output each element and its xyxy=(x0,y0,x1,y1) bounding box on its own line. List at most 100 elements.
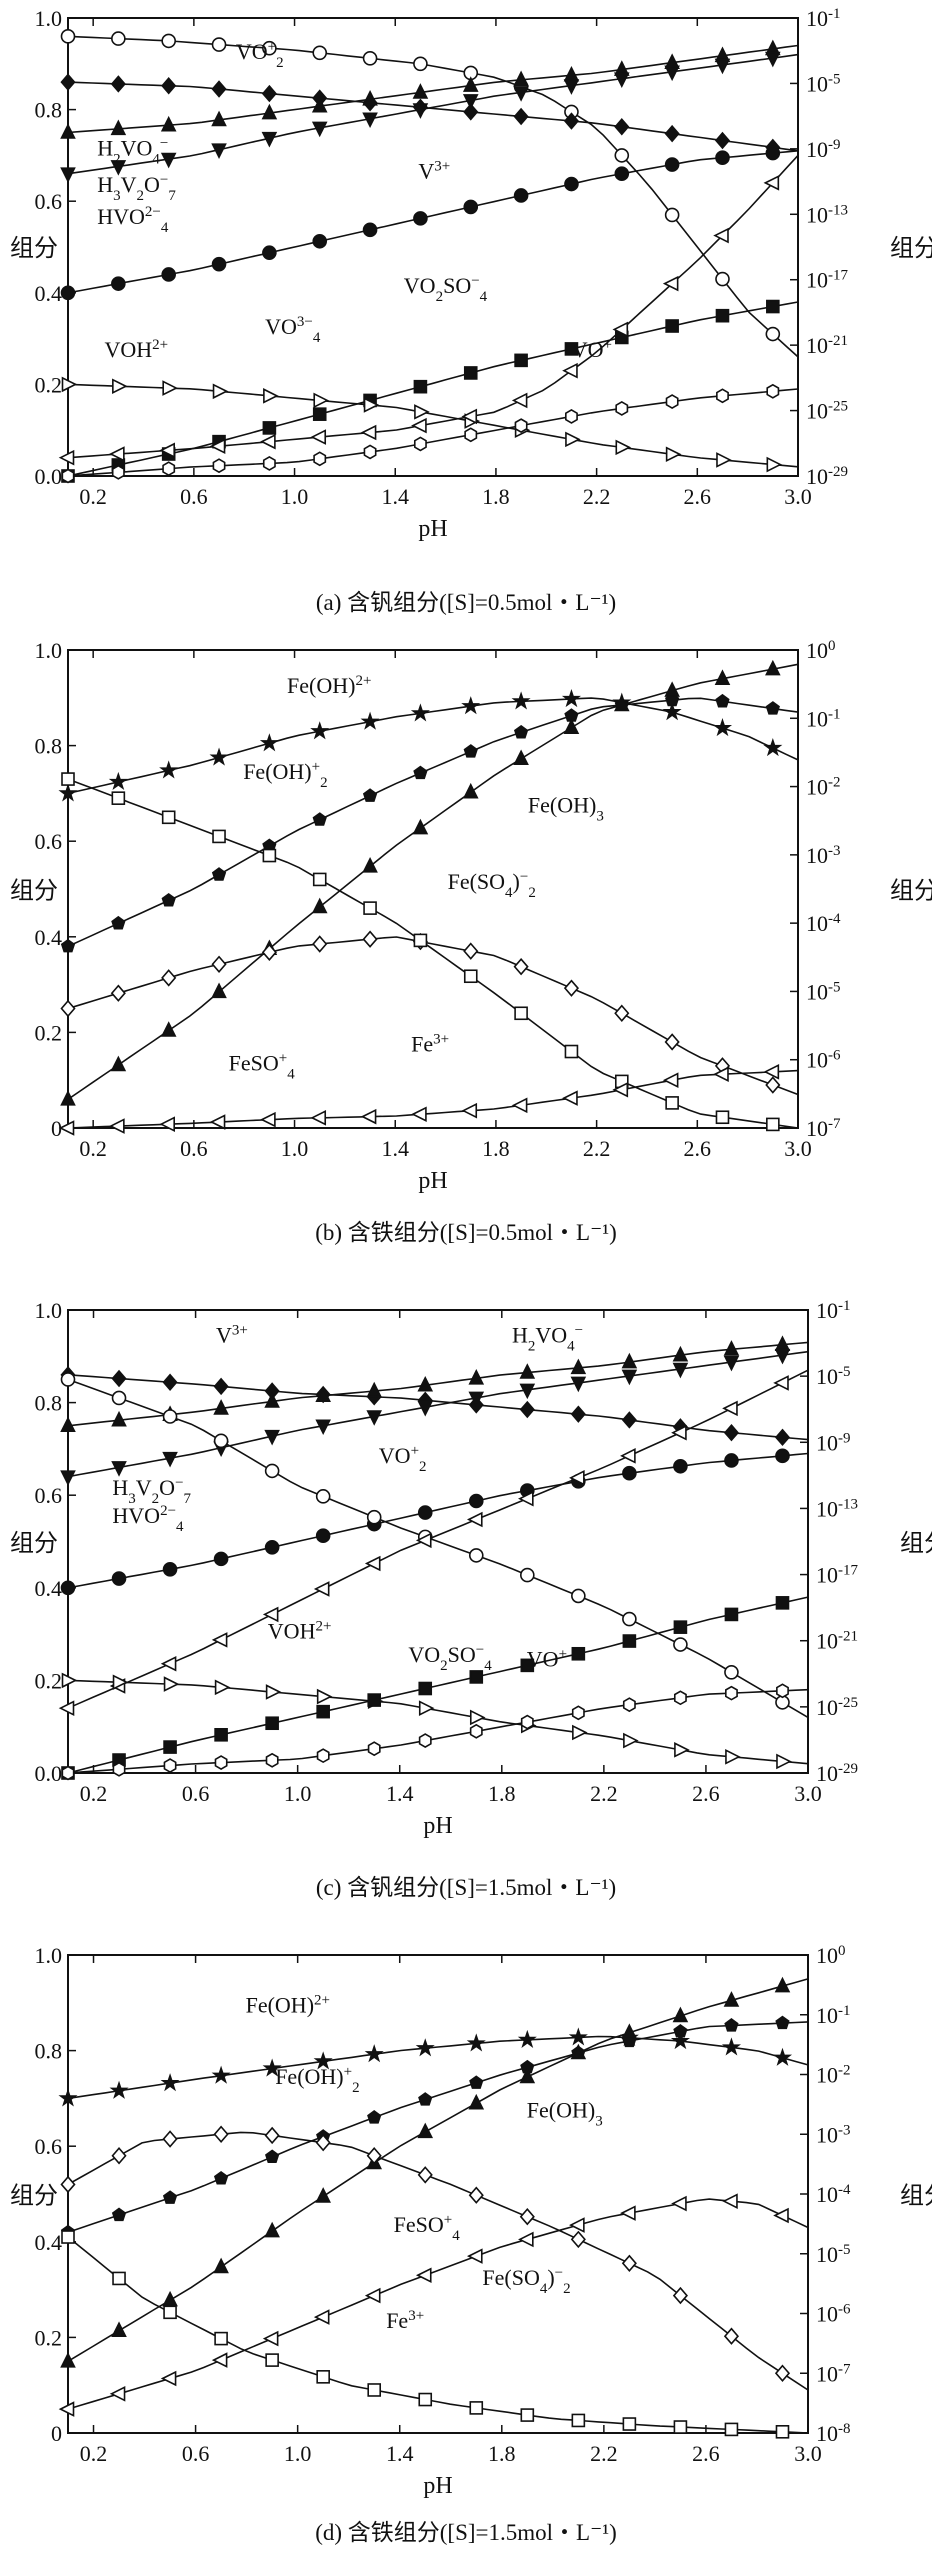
data-point xyxy=(161,969,177,987)
y2-tick-label: 10-9 xyxy=(806,137,841,162)
data-point xyxy=(263,388,279,404)
y-tick-label: 1.0 xyxy=(35,1298,63,1323)
data-point xyxy=(415,2267,432,2284)
label-part: + xyxy=(411,1443,419,1459)
label-part: 2+ xyxy=(315,1619,331,1635)
data-point xyxy=(265,1684,282,1700)
data-point xyxy=(262,40,277,56)
data-point xyxy=(572,1724,588,1741)
label-part: VOH xyxy=(105,337,153,362)
data-point xyxy=(612,321,629,338)
data-point xyxy=(112,1761,126,1777)
data-point xyxy=(213,2257,229,2274)
data-point xyxy=(716,452,732,468)
y-tick-label: 1.0 xyxy=(35,638,63,663)
data-point xyxy=(161,267,176,282)
data-point xyxy=(468,1548,484,1563)
data-point xyxy=(110,1055,127,1072)
data-point xyxy=(61,468,75,484)
label-part: 7 xyxy=(184,1491,192,1507)
data-point xyxy=(766,299,780,314)
data-point xyxy=(413,379,428,394)
y-tick-label: 0.0 xyxy=(35,1761,63,1786)
data-point xyxy=(311,897,328,914)
data-point xyxy=(162,1373,178,1391)
y2-tick-exponent: -5 xyxy=(828,71,841,87)
data-point xyxy=(564,1044,579,1059)
x-tick-label: 1.4 xyxy=(386,2441,414,2466)
series-FeSO4- xyxy=(58,1064,799,1136)
x-axis-label: pH xyxy=(418,516,447,542)
y2-tick-exponent: -17 xyxy=(838,1563,858,1579)
label-part: VO xyxy=(572,337,604,362)
x-tick-label: 1.0 xyxy=(281,484,309,509)
data-point xyxy=(520,1714,534,1730)
series-line xyxy=(67,81,799,152)
y2-tick-exponent: -25 xyxy=(838,1695,858,1711)
data-point xyxy=(776,1753,792,1770)
series-line xyxy=(67,697,799,948)
data-point xyxy=(413,436,427,452)
data-point xyxy=(765,659,781,676)
data-point xyxy=(665,394,679,409)
y-axis-label-right: 组分 xyxy=(900,1530,932,1557)
data-point xyxy=(111,1390,127,1406)
y2-tick-label: 10-25 xyxy=(806,399,848,424)
data-point xyxy=(111,1571,127,1586)
y2-tick-base: 10 xyxy=(806,333,828,358)
data-point xyxy=(519,2067,536,2084)
y2-tick-exponent: -9 xyxy=(838,1430,851,1446)
data-point xyxy=(775,2015,790,2030)
data-point xyxy=(462,94,479,110)
panel-b: 0.2 0.6 1.0 1.4 1.8 2.2 2.6 3.0 0 0.2 0.4 0.6 0.8 1.0… xyxy=(10,638,932,1245)
series-Fe-OH-3 xyxy=(60,659,799,1106)
data-point xyxy=(60,938,76,953)
label-part: VO xyxy=(404,273,436,298)
data-point xyxy=(213,1433,229,1449)
data-point xyxy=(417,1505,433,1520)
data-point xyxy=(463,969,478,984)
label-part: VO xyxy=(236,39,268,64)
data-point xyxy=(367,1741,381,1757)
y-axis-label-right: 组分 xyxy=(890,235,932,262)
species-label: FeSO+4 xyxy=(229,1051,296,1083)
y-tick-label: 0.0 xyxy=(35,464,63,489)
data-point xyxy=(414,404,430,420)
label-part: V xyxy=(136,1475,152,1500)
data-point xyxy=(418,1733,432,1749)
label-part: V xyxy=(121,172,137,197)
data-point xyxy=(110,75,126,93)
y2-tick-label: 10-4 xyxy=(816,2182,851,2207)
data-point xyxy=(60,167,76,184)
data-point xyxy=(715,308,730,323)
series-Fe-OH-3 xyxy=(60,1976,809,2368)
data-point xyxy=(615,439,632,456)
data-point xyxy=(211,1632,228,1648)
x-tick-label: 2.2 xyxy=(583,484,611,509)
data-point xyxy=(264,2126,280,2145)
data-point xyxy=(360,1108,377,1125)
label-part: 3 xyxy=(596,809,604,825)
data-point xyxy=(662,275,679,292)
data-point xyxy=(672,1362,689,1379)
y-tick-label: 0.6 xyxy=(35,829,63,854)
series-VO2SO4- xyxy=(58,1369,809,1716)
y2-tick-label: 10-13 xyxy=(806,202,848,227)
data-point xyxy=(469,2401,484,2415)
y2-tick-label: 10-5 xyxy=(816,2242,851,2267)
data-point xyxy=(468,2093,485,2110)
data-point xyxy=(620,2205,636,2221)
data-point xyxy=(161,77,177,95)
species-label: H3V2O−7 xyxy=(97,172,176,204)
data-point xyxy=(311,121,328,138)
series-VO- xyxy=(61,1683,809,1781)
series-line xyxy=(67,2236,809,2434)
species-label: VO+ xyxy=(572,337,612,362)
data-point xyxy=(211,2065,231,2084)
data-point xyxy=(112,1674,129,1691)
data-point xyxy=(162,461,176,477)
x-tick-label: 2.6 xyxy=(684,484,712,509)
y-tick-label: 0.2 xyxy=(35,2325,63,2350)
data-point xyxy=(723,1340,740,1356)
label-part: 3+ xyxy=(433,1032,449,1048)
